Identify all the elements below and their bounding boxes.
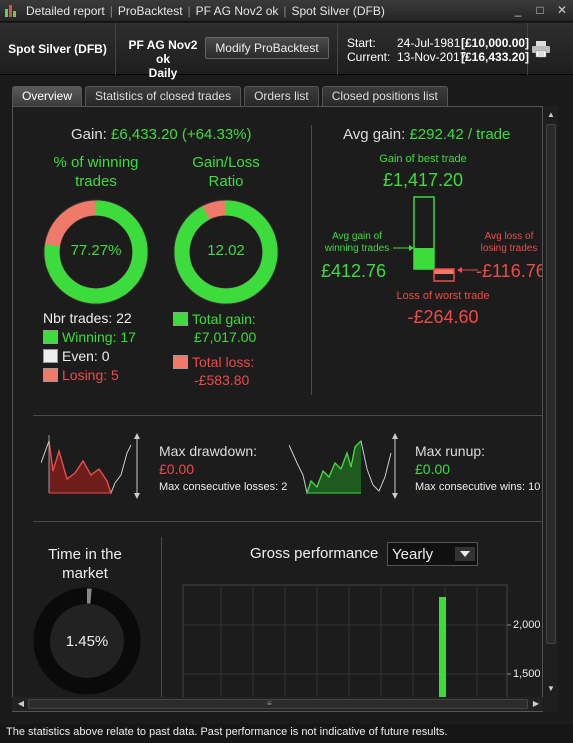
total-loss: Total loss: -£583.80 bbox=[173, 353, 254, 389]
max-runup-value: £0.00 bbox=[415, 461, 451, 477]
losing-legend-icon bbox=[43, 368, 58, 382]
maximize-icon[interactable]: □ bbox=[536, 3, 544, 17]
chart-gridlines bbox=[183, 585, 507, 711]
arrow-right-icon bbox=[393, 245, 414, 251]
scroll-up-icon[interactable]: ▲ bbox=[547, 110, 555, 119]
scroll-down-icon[interactable]: ▼ bbox=[547, 684, 555, 693]
donut-winning-segment bbox=[44, 200, 148, 304]
max-consecutive-wins: Max consecutive wins: 10 bbox=[415, 481, 541, 493]
tab-bar: Overview Statistics of closed trades Ord… bbox=[12, 86, 448, 107]
donut-gain-segment bbox=[174, 200, 278, 304]
tab-closed-positions-list[interactable]: Closed positions list bbox=[321, 86, 448, 106]
current-date: 13-Nov-2017 bbox=[397, 50, 467, 64]
period-select[interactable]: Yearly bbox=[387, 542, 478, 566]
scroll-right-icon[interactable]: ▶ bbox=[532, 699, 540, 708]
winning-count: Winning: 17 bbox=[43, 329, 136, 345]
instrument-name: Spot Silver (DFB) bbox=[0, 23, 116, 75]
total-gain: Total gain: £7,017.00 bbox=[173, 310, 256, 346]
period-select-value: Yearly bbox=[392, 546, 434, 563]
date-range: Start: 24-Jul-1981[£10,000.00] Current: 13… bbox=[338, 23, 530, 75]
winning-pct-text: 77.27% bbox=[70, 242, 122, 259]
avg-winning-bar bbox=[414, 248, 434, 269]
strategy-block: PF AG Nov2 ok Daily Modify ProBacktest bbox=[116, 23, 338, 80]
strategy-name: PF AG Nov2 ok bbox=[128, 38, 198, 66]
scroll-grip-icon: ≡ bbox=[267, 699, 272, 708]
close-icon[interactable]: ✕ bbox=[556, 3, 568, 17]
avg-winning-value: £412.76 bbox=[321, 261, 387, 281]
y-tick-1500: 1,500 bbox=[513, 668, 541, 680]
chart-app-icon bbox=[4, 4, 18, 18]
winning-legend-icon bbox=[43, 330, 58, 344]
gain-summary: Gain: £6,433.20 (+64.33%) bbox=[71, 126, 252, 143]
avg-gain-summary: Avg gain: £292.42 / trade bbox=[343, 126, 511, 143]
total-loss-legend-icon bbox=[173, 355, 188, 369]
runup-chart bbox=[289, 433, 398, 499]
losing-count: Losing: 5 bbox=[43, 367, 119, 383]
horizontal-scrollbar[interactable]: ◀ ≡ ▶ bbox=[12, 697, 543, 711]
current-label: Current: bbox=[347, 50, 391, 64]
modify-probacktest-button[interactable]: Modify ProBacktest bbox=[205, 37, 329, 59]
winning-trades-title: % of winning trades bbox=[53, 154, 139, 190]
start-label: Start: bbox=[347, 36, 376, 50]
start-date: 24-Jul-1981 bbox=[397, 36, 461, 50]
time-in-market-donut bbox=[33, 587, 141, 695]
chevron-down-icon[interactable] bbox=[455, 547, 475, 561]
current-amount: [£16,433.20] bbox=[461, 50, 530, 64]
breadcrumb-instrument[interactable]: Spot Silver (DFB) bbox=[291, 3, 385, 18]
overview-panel: Gain: £6,433.20 (+64.33%) % of winning tr… bbox=[12, 106, 543, 712]
even-legend-icon bbox=[43, 349, 58, 363]
worst-trade-outline bbox=[433, 268, 455, 282]
tab-overview[interactable]: Overview bbox=[12, 86, 83, 107]
worst-trade-label: Loss of worst trade bbox=[396, 290, 490, 302]
drawdown-chart bbox=[41, 433, 140, 499]
max-drawdown-label: Max drawdown: bbox=[159, 443, 258, 459]
avg-losing-bar bbox=[434, 269, 454, 274]
gross-performance-label: Gross performance bbox=[250, 545, 379, 562]
winning-trades-donut bbox=[43, 199, 149, 305]
horizontal-scroll-thumb[interactable] bbox=[28, 699, 528, 709]
title-bar: Detailed report | ProBacktest | PF AG Nov2… bbox=[0, 0, 573, 22]
total-gain-legend-icon bbox=[173, 312, 188, 326]
max-runup-label: Max runup: bbox=[415, 443, 486, 459]
gain-loss-ratio-title: Gain/Loss Ratio bbox=[192, 154, 260, 190]
scroll-left-icon[interactable]: ◀ bbox=[17, 699, 25, 708]
breadcrumb-detailed-report[interactable]: Detailed report bbox=[26, 3, 105, 18]
avg-gain-bar-chart bbox=[413, 196, 455, 282]
year-bar bbox=[439, 597, 446, 711]
nbr-trades: Nbr trades: 22 bbox=[43, 310, 132, 326]
y-tick-2000: 2,000 bbox=[513, 619, 541, 631]
breadcrumb-strategy[interactable]: PF AG Nov2 ok bbox=[195, 3, 279, 18]
gain-value: £6,433.20 (+64.33%) bbox=[111, 126, 252, 143]
worst-trade-value: -£264.60 bbox=[407, 307, 479, 327]
strategy-timeframe: Daily bbox=[148, 66, 178, 80]
report-header: Spot Silver (DFB) PF AG Nov2 ok Daily Mo… bbox=[0, 23, 573, 80]
gross-performance-chart bbox=[182, 584, 511, 711]
arrow-left-icon bbox=[457, 267, 478, 273]
breadcrumb-probacktest[interactable]: ProBacktest bbox=[117, 3, 183, 18]
best-trade-label: Gain of best trade bbox=[379, 153, 467, 165]
avg-losing-value: -£116.76 bbox=[476, 261, 543, 281]
time-in-market-title: Time in the market bbox=[48, 546, 122, 582]
max-drawdown-value: £0.00 bbox=[159, 461, 195, 477]
gain-loss-donut bbox=[173, 199, 279, 305]
ratio-text: 12.02 bbox=[207, 242, 245, 259]
max-consecutive-losses: Max consecutive losses: 2 bbox=[159, 481, 288, 493]
vertical-scroll-thumb[interactable] bbox=[546, 124, 556, 644]
tab-orders-list[interactable]: Orders list bbox=[244, 86, 319, 106]
time-in-market-text: 1.45% bbox=[65, 633, 109, 650]
printer-icon[interactable] bbox=[531, 40, 551, 58]
disclaimer: The statistics above relate to past data… bbox=[0, 724, 573, 743]
avg-losing-label: Avg loss of losing trades bbox=[480, 231, 538, 254]
even-count: Even: 0 bbox=[43, 348, 109, 364]
tab-statistics-closed-trades[interactable]: Statistics of closed trades bbox=[85, 86, 242, 106]
best-trade-value: £1,417.20 bbox=[382, 170, 464, 190]
vertical-scrollbar[interactable]: ▲ ▼ bbox=[544, 106, 558, 712]
minimize-icon[interactable]: _ bbox=[514, 3, 522, 17]
time-in-market-segment bbox=[34, 588, 140, 694]
start-amount: [£10,000.00] bbox=[461, 36, 530, 50]
avg-winning-label: Avg gain of winning trades bbox=[324, 231, 390, 254]
